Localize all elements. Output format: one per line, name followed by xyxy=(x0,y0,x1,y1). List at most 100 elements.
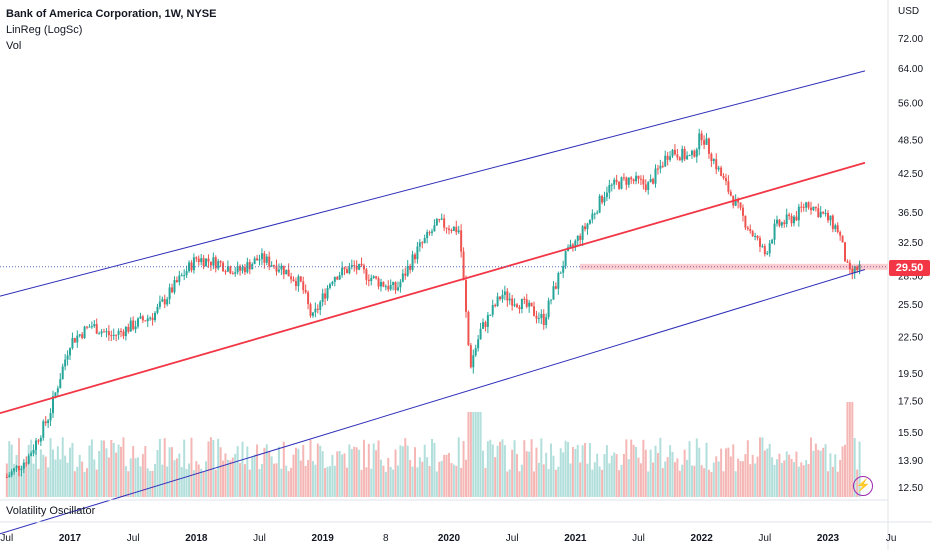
volume-bar xyxy=(15,454,18,497)
volume-bar xyxy=(479,412,482,497)
lightning-icon[interactable]: ⚡ xyxy=(853,476,873,496)
volume-bar xyxy=(139,466,142,497)
candle-body xyxy=(763,246,766,255)
candle-body xyxy=(168,287,171,300)
volume-bar xyxy=(506,471,509,497)
candle-body xyxy=(540,313,543,319)
volume-bar xyxy=(785,451,788,497)
indicator-label[interactable]: LinReg (LogSc) xyxy=(6,24,83,36)
candle-body xyxy=(207,258,210,262)
candle-body xyxy=(528,302,531,307)
volume-bar xyxy=(489,439,492,497)
candle-body xyxy=(47,420,50,424)
volume-bar xyxy=(98,450,101,497)
volume-bar xyxy=(438,461,441,497)
candle-body xyxy=(856,266,859,271)
volume-bar xyxy=(144,446,147,497)
volume-bar xyxy=(149,470,152,497)
volume-bar xyxy=(841,446,844,497)
volume-bar xyxy=(120,446,123,497)
volume-bar xyxy=(513,440,516,497)
candle-body xyxy=(161,299,164,302)
candle-body xyxy=(416,246,419,260)
volume-bar xyxy=(56,446,59,497)
candle-body xyxy=(569,244,572,248)
volume-bar xyxy=(618,470,621,497)
candle-body xyxy=(625,177,628,185)
volume-bar xyxy=(117,444,120,497)
chart-legend: Bank of America Corporation, 1W, NYSE Li… xyxy=(6,6,216,54)
candle-body xyxy=(66,355,69,360)
volume-bar xyxy=(185,468,188,497)
symbol-title[interactable]: Bank of America Corporation, 1W, NYSE xyxy=(6,8,217,20)
candle-body xyxy=(496,296,499,307)
candle-body xyxy=(78,334,81,336)
candle-body xyxy=(686,155,689,160)
volume-bar xyxy=(601,469,604,497)
volume-bar xyxy=(360,469,363,497)
volume-label[interactable]: Vol xyxy=(6,40,22,52)
candle-body xyxy=(678,157,681,161)
candle-body xyxy=(316,308,319,310)
candle-body xyxy=(707,138,710,154)
candle-body xyxy=(71,338,74,349)
volume-bar xyxy=(805,460,808,497)
volume-bar xyxy=(831,466,834,497)
volume-bar xyxy=(226,459,229,497)
volume-bar xyxy=(321,451,324,497)
candle-body xyxy=(139,316,142,319)
candle-body xyxy=(360,263,363,266)
volume-bar xyxy=(530,439,533,497)
candle-body xyxy=(574,240,577,246)
x-tick-label: 2017 xyxy=(59,533,82,544)
volume-bar xyxy=(827,471,829,497)
volume-bar xyxy=(71,442,74,497)
oscillator-label[interactable]: Volatility Oscillator xyxy=(6,505,96,517)
volume-bar xyxy=(596,453,599,497)
candle-body xyxy=(226,266,229,272)
candle-body xyxy=(10,471,13,476)
candle-body xyxy=(404,273,407,276)
x-tick-label: 8 xyxy=(383,533,389,544)
volume-bar xyxy=(698,447,701,497)
y-tick-label: 13.90 xyxy=(898,456,923,467)
volume-bar xyxy=(656,452,659,497)
candle-body xyxy=(756,235,759,239)
volume-bar xyxy=(39,449,42,497)
volume-bar xyxy=(554,469,557,497)
volume-bar xyxy=(404,438,407,497)
volume-bar xyxy=(370,468,373,497)
volume-bar xyxy=(535,447,538,497)
volume-bar xyxy=(817,449,820,497)
volume-bar xyxy=(559,448,562,497)
candle-body xyxy=(229,266,232,274)
candle-body xyxy=(499,296,502,300)
candle-body xyxy=(858,264,861,271)
candle-body xyxy=(751,231,754,237)
volume-bar xyxy=(285,465,288,497)
price-axis[interactable]: 12.50 13.90 15.50 17.50 19.50 22.50 25.50 28.50… xyxy=(898,34,923,494)
time-axis[interactable]: Jul 2017 Jul 2018 Jul 2019 8 2020 Jul 2021 Jul 2022… xyxy=(0,533,896,544)
volume-bar xyxy=(358,449,361,497)
candle-body xyxy=(421,242,424,244)
y-tick-label: 56.00 xyxy=(898,98,923,109)
volume-bar xyxy=(608,463,611,497)
candle-body xyxy=(307,292,310,305)
volume-bar xyxy=(683,449,686,497)
currency-label[interactable]: USD xyxy=(898,6,920,17)
candle-body xyxy=(698,133,701,150)
volume-bar xyxy=(499,441,502,497)
candle-body xyxy=(729,191,732,196)
volume-bar xyxy=(234,453,237,497)
candle-body xyxy=(197,258,200,263)
candle-body xyxy=(652,179,655,184)
volume-bar xyxy=(5,463,8,497)
candle-body xyxy=(659,165,662,169)
candle-body xyxy=(523,298,526,300)
candle-body xyxy=(348,267,351,274)
candle-body xyxy=(292,279,295,282)
volume-bar xyxy=(642,439,645,497)
candle-body xyxy=(209,261,212,266)
linreg-lower-band xyxy=(0,269,866,535)
